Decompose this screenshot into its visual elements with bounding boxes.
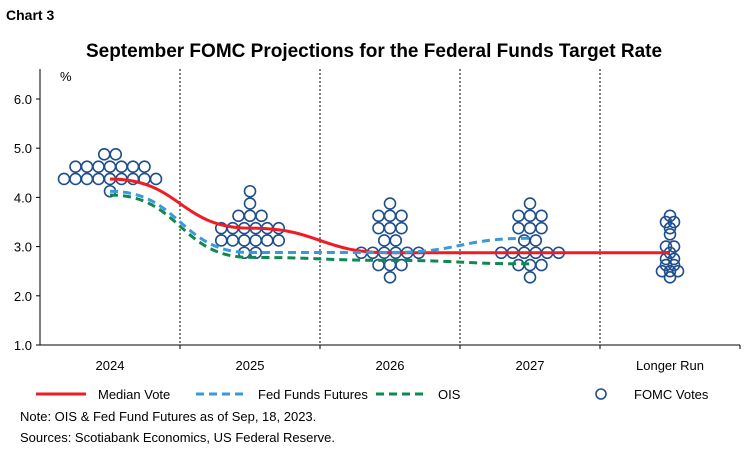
fomc-vote-dot — [395, 258, 408, 272]
fomc-vote-dot — [383, 197, 397, 210]
legend-label: Median Vote — [98, 387, 170, 402]
fomc-vote-dot — [272, 234, 286, 247]
chart-title: September FOMC Projections for the Feder… — [86, 41, 662, 62]
fomc-vote-dot — [149, 172, 163, 186]
fomc-vote-dot — [103, 160, 117, 173]
ois-line — [109, 193, 531, 266]
fomc-vote-dot — [529, 234, 543, 247]
fomc-vote-dot — [237, 234, 251, 247]
x-tick-label: 2026 — [376, 358, 405, 373]
fomc-vote-dot — [255, 209, 268, 223]
fomc-vote-dot — [663, 271, 677, 284]
fomc-vote-dot — [383, 221, 397, 235]
fomc-vote-dot — [80, 160, 94, 173]
fomc-vote-dot — [663, 209, 677, 223]
fomc-vote-dot — [232, 209, 245, 223]
fomc-vote-dot — [667, 258, 681, 272]
fomc-vote-dot — [659, 258, 673, 272]
fomc-vote-dot — [395, 221, 408, 235]
y-tick-label: 2.0 — [14, 289, 32, 304]
fomc-vote-dot — [92, 172, 105, 186]
fomc-vote-dot — [383, 271, 397, 284]
x-tick-label: 2024 — [96, 358, 125, 373]
fomc-vote-dot — [512, 221, 525, 235]
fomc-vote-dot — [659, 215, 673, 229]
fomc-vote-dot — [243, 184, 257, 198]
fomc-vote-dot — [655, 264, 669, 278]
fomc-vote-dot — [667, 252, 681, 266]
fomc-vote-dot — [97, 148, 111, 161]
fomc-vote-dot — [523, 197, 537, 210]
x-tick-label: 2025 — [236, 358, 265, 373]
fomc-vote-dot — [243, 197, 257, 210]
fomc-vote-dot — [535, 209, 548, 223]
y-tick-label: 1.0 — [14, 338, 32, 353]
fomc-vote-dot — [667, 215, 681, 229]
fomc-vote-dot — [667, 240, 681, 253]
y-tick-label: 5.0 — [14, 141, 32, 156]
x-tick-label: 2027 — [516, 358, 545, 373]
fomc-vote-dot — [663, 264, 677, 278]
fomc-vote-dot — [512, 209, 525, 223]
fomc-vote-dot — [671, 264, 685, 278]
fomc-vote-dot — [138, 160, 151, 173]
fomc-vote-dot — [372, 209, 385, 223]
fomc-vote-dot — [663, 221, 677, 235]
fomc-vote-dot — [663, 228, 677, 241]
y-axis-label: % — [60, 69, 72, 84]
legend-dot-icon — [595, 388, 607, 400]
fomc-vote-dot — [535, 221, 548, 235]
fomc-vote-dot — [523, 271, 537, 284]
fomc-vote-dot — [517, 234, 531, 247]
chart-label: Chart 3 — [6, 7, 54, 23]
fomc-vote-dot — [226, 234, 240, 247]
fomc-vote-dot — [115, 160, 128, 173]
sources-text: Sources: Scotiabank Economics, US Federa… — [20, 430, 335, 445]
x-tick-label: Longer Run — [636, 358, 704, 373]
y-tick-label: 3.0 — [14, 240, 32, 255]
fomc-vote-dot — [260, 234, 274, 247]
note-text: Note: OIS & Fed Fund Futures as of Sep, … — [20, 409, 316, 424]
fomc-vote-dot — [389, 234, 403, 247]
fomc-vote-dot — [92, 160, 105, 173]
legend-label: OIS — [438, 387, 461, 402]
fomc-vote-dot — [69, 160, 82, 173]
fomc-vote-dot — [523, 209, 537, 223]
y-tick-label: 4.0 — [14, 190, 32, 205]
fomc-vote-dot — [243, 209, 257, 223]
y-tick-label: 6.0 — [14, 92, 32, 107]
fomc-vote-dot — [57, 172, 71, 186]
fomc-vote-dot — [535, 258, 548, 272]
fomc-vote-dot — [249, 234, 263, 247]
fomc-vote-dot — [395, 209, 408, 223]
fomc-vote-dot — [377, 234, 391, 247]
fomc-vote-dot — [523, 221, 537, 235]
fomc-vote-dot — [126, 160, 140, 173]
fomc-vote-dot — [80, 172, 94, 186]
legend-label: FOMC Votes — [634, 387, 709, 402]
fomc-vote-dot — [214, 234, 228, 247]
fomc-vote-dot — [109, 148, 123, 161]
legend-label: Fed Funds Futures — [258, 387, 368, 402]
fomc-vote-dot — [383, 209, 397, 223]
fed-funds-futures-line — [109, 189, 531, 255]
fomc-vote-dot — [372, 221, 385, 235]
fomc-vote-dot — [69, 172, 82, 186]
